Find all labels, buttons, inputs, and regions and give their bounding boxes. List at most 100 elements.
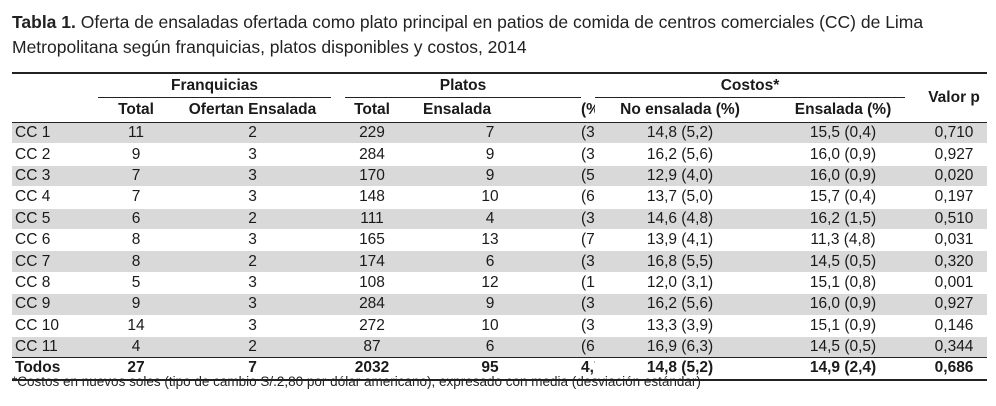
cell-p-pct: (3,2)	[581, 143, 596, 166]
cell-f-total: 27	[98, 357, 174, 381]
cell-p-total: 284	[345, 143, 399, 166]
cell-c-no-ensalada: 13,3 (3,9)	[595, 314, 766, 337]
cell-p-total: 272	[345, 314, 399, 337]
cell-p-pct: (6,8)	[581, 186, 596, 209]
cell-p-pct: (3,7)	[581, 314, 596, 337]
cell-f-ofertan: 2	[174, 250, 331, 273]
cell-p-ensalada: 6	[399, 250, 582, 273]
cell-p-total: 284	[345, 293, 399, 316]
cell-f-total: 11	[98, 121, 174, 144]
cell-f-total: 6	[98, 207, 174, 230]
header-p-total: Total	[354, 101, 390, 118]
cell-f-ofertan: 3	[174, 143, 331, 166]
cell-valor-p: 0,001	[921, 271, 988, 294]
cell-p-pct: (11,1)	[581, 271, 596, 294]
cell-c-ensalada: 15,1 (0,8)	[765, 271, 922, 294]
cell-p-pct: (3,4)	[581, 250, 596, 273]
cell-valor-p: 0,031	[921, 228, 988, 251]
cell-valor-p: 0,146	[921, 314, 988, 337]
cell-f-total: 8	[98, 250, 174, 273]
cell-p-total: 170	[345, 164, 399, 187]
cell-f-total: 5	[98, 271, 174, 294]
cell-valor-p: 0,927	[921, 143, 988, 166]
cell-cc: CC 7	[12, 250, 98, 273]
cell-cc: CC 2	[12, 143, 98, 166]
cell-p-total: 111	[345, 207, 399, 230]
cell-f-total: 9	[98, 143, 174, 166]
cell-p-ensalada: 4	[399, 207, 582, 230]
header-ensalada-pct: Ensalada (%)	[794, 101, 892, 118]
table-caption: Tabla 1. Oferta de ensaladas ofertada co…	[12, 10, 987, 60]
cell-valor-p: 0,344	[921, 335, 988, 358]
cell-p-ensalada: 6	[399, 335, 582, 358]
cell-cc: CC 6	[12, 228, 98, 251]
header-ofertan: Ofertan Ensalada	[188, 101, 317, 118]
cell-p-ensalada: 10	[399, 314, 582, 337]
cell-p-ensalada: 10	[399, 186, 582, 209]
cell-c-no-ensalada: 14,8 (5,2)	[595, 121, 766, 144]
cell-c-ensalada: 16,0 (0,9)	[765, 164, 922, 187]
cell-f-ofertan: 3	[174, 314, 331, 337]
cell-f-total: 9	[98, 293, 174, 316]
cell-p-pct: (6,9)	[581, 335, 596, 358]
cell-c-ensalada: 14,9 (2,4)	[765, 357, 922, 381]
cell-f-ofertan: 3	[174, 293, 331, 316]
cell-valor-p: 0,686	[921, 357, 988, 381]
cell-p-pct: (3,6)	[581, 207, 596, 230]
cell-c-no-ensalada: 13,9 (4,1)	[595, 228, 766, 251]
cell-c-ensalada: 14,5 (0,5)	[765, 250, 922, 273]
cell-c-no-ensalada: 16,9 (6,3)	[595, 335, 766, 358]
cell-p-pct: 4,7	[581, 357, 596, 381]
cell-f-ofertan: 2	[174, 335, 331, 358]
cell-p-ensalada: 95	[399, 357, 582, 381]
data-table: Franquicias Platos Costos* Valor p Total…	[12, 72, 988, 381]
cell-valor-p: 0,197	[921, 186, 988, 209]
cell-f-ofertan: 3	[174, 164, 331, 187]
cell-f-total: 4	[98, 335, 174, 358]
cell-c-ensalada: 16,2 (1,5)	[765, 207, 922, 230]
cell-c-ensalada: 16,0 (0,9)	[765, 293, 922, 316]
cell-p-pct: (5,3)	[581, 164, 596, 187]
cell-p-pct: (3,2)	[581, 293, 596, 316]
cell-cc: CC 10	[12, 314, 98, 337]
header-costos: Costos*	[595, 73, 906, 98]
header-empty	[12, 73, 98, 98]
cell-valor-p: 0,710	[921, 121, 988, 144]
cell-valor-p: 0,927	[921, 293, 988, 316]
cell-c-no-ensalada: 12,9 (4,0)	[595, 164, 766, 187]
cell-p-total: 108	[345, 271, 399, 294]
header-row-groups: Franquicias Platos Costos* Valor p	[12, 73, 988, 106]
cell-valor-p: 0,020	[921, 164, 988, 187]
header-f-total: Total	[118, 101, 154, 118]
header-franquicias: Franquicias	[98, 73, 331, 98]
cell-c-no-ensalada: 13,7 (5,0)	[595, 186, 766, 209]
cell-p-ensalada: 7	[399, 121, 582, 144]
cell-f-ofertan: 3	[174, 186, 331, 209]
cell-valor-p: 0,510	[921, 207, 988, 230]
cell-c-no-ensalada: 16,2 (5,6)	[595, 143, 766, 166]
cell-f-ofertan: 7	[174, 357, 331, 381]
cell-p-pct: (3,1)	[581, 121, 596, 144]
cell-c-ensalada: 14,5 (0,5)	[765, 335, 922, 358]
cell-c-no-ensalada: 12,0 (3,1)	[595, 271, 766, 294]
footnote: *Costos en nuevos soles (tipo de cambio …	[12, 374, 701, 389]
cell-cc: CC 4	[12, 186, 98, 209]
cell-p-total: 148	[345, 186, 399, 209]
cell-p-total: 165	[345, 228, 399, 251]
cell-c-ensalada: 15,1 (0,9)	[765, 314, 922, 337]
cell-cc: CC 9	[12, 293, 98, 316]
cell-f-ofertan: 2	[174, 207, 331, 230]
caption-label: Tabla 1.	[12, 12, 76, 32]
cell-c-ensalada: 11,3 (4,8)	[765, 228, 922, 251]
cell-p-ensalada: 9	[399, 293, 582, 316]
cell-c-no-ensalada: 14,6 (4,8)	[595, 207, 766, 230]
